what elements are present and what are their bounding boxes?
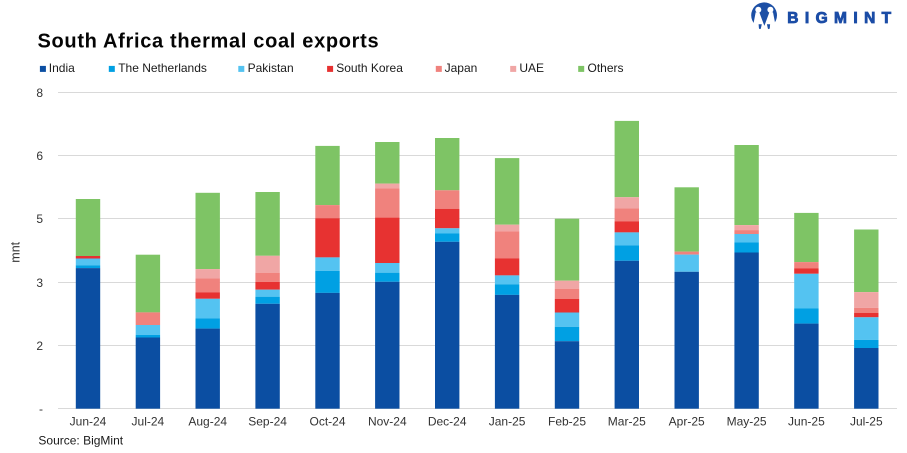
svg-text:-: -	[39, 402, 43, 416]
svg-text:Pakistan: Pakistan	[248, 61, 294, 75]
svg-text:6: 6	[36, 149, 43, 163]
svg-text:South Africa thermal coal expo: South Africa thermal coal exports	[38, 30, 380, 52]
svg-text:3: 3	[36, 276, 43, 290]
svg-text:The Netherlands: The Netherlands	[118, 61, 207, 75]
svg-text:Jul-24: Jul-24	[132, 415, 165, 429]
svg-text:Others: Others	[588, 61, 624, 75]
svg-text:Source: BigMint: Source: BigMint	[38, 433, 123, 447]
svg-text:Oct-24: Oct-24	[309, 415, 345, 429]
svg-text:Jul-25: Jul-25	[850, 415, 883, 429]
svg-text:South Korea: South Korea	[336, 61, 403, 75]
svg-text:Apr-25: Apr-25	[669, 415, 705, 429]
svg-text:Jan-25: Jan-25	[489, 415, 526, 429]
svg-text:Sep-24: Sep-24	[248, 415, 287, 429]
svg-text:UAE: UAE	[519, 61, 544, 75]
svg-text:Nov-24: Nov-24	[368, 415, 407, 429]
svg-text:Jun-24: Jun-24	[70, 415, 107, 429]
svg-text:Aug-24: Aug-24	[188, 415, 227, 429]
svg-text:2: 2	[36, 339, 43, 353]
svg-text:5: 5	[36, 212, 43, 226]
svg-text:8: 8	[36, 86, 43, 100]
svg-text:mnt: mnt	[8, 241, 22, 262]
svg-text:Jun-25: Jun-25	[788, 415, 825, 429]
svg-text:Feb-25: Feb-25	[548, 415, 586, 429]
svg-text:Dec-24: Dec-24	[428, 415, 467, 429]
svg-text:May-25: May-25	[727, 415, 767, 429]
svg-text:Mar-25: Mar-25	[608, 415, 646, 429]
svg-text:India: India	[49, 61, 75, 75]
svg-text:BIGMINT: BIGMINT	[787, 10, 897, 27]
svg-text:Japan: Japan	[445, 61, 478, 75]
